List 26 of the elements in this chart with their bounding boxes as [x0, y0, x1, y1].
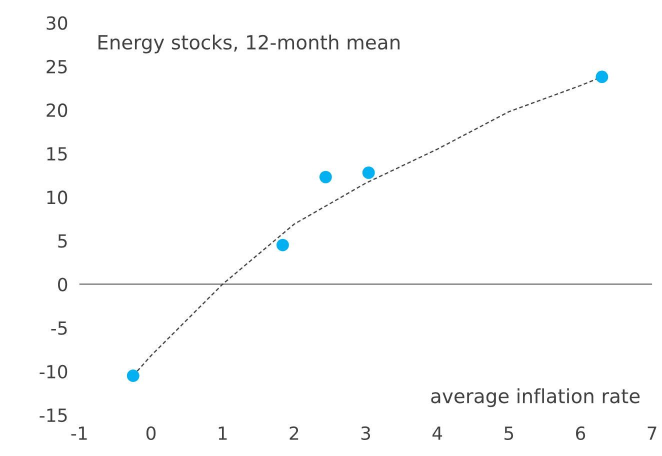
point	[596, 70, 608, 84]
y-tick-label: 30	[46, 16, 68, 30]
x-tick-label: 5	[504, 426, 514, 440]
text: Energy stocks, 12-month mean	[98, 34, 400, 54]
y-tick-label: 5	[58, 234, 67, 248]
x-tick-label: 1	[218, 426, 227, 440]
point	[276, 238, 289, 252]
x-tick-label: -1	[71, 426, 87, 440]
x-tick-label: 2	[290, 426, 298, 440]
y-tick-label: 25	[46, 60, 67, 74]
point	[362, 166, 375, 179]
x-tick-label: 3	[361, 426, 370, 440]
point	[319, 170, 332, 184]
x-tick-label: 4	[432, 426, 442, 440]
x-axis-title: average inflation rate	[431, 388, 640, 408]
y-tick-label: 0	[58, 278, 68, 292]
point	[126, 370, 140, 382]
x-tick-label: 0	[146, 426, 156, 440]
y-tick-label: -15	[40, 408, 67, 422]
x-tick-label: 6	[576, 426, 586, 440]
y-tick-label: 20	[46, 103, 68, 118]
y-tick-label: -10	[40, 364, 68, 379]
x-tick-label: 7	[648, 426, 656, 440]
y-tick-label: 15	[47, 147, 67, 161]
y-tick-label: -5	[51, 322, 67, 335]
y-tick-label: 10	[47, 190, 68, 204]
